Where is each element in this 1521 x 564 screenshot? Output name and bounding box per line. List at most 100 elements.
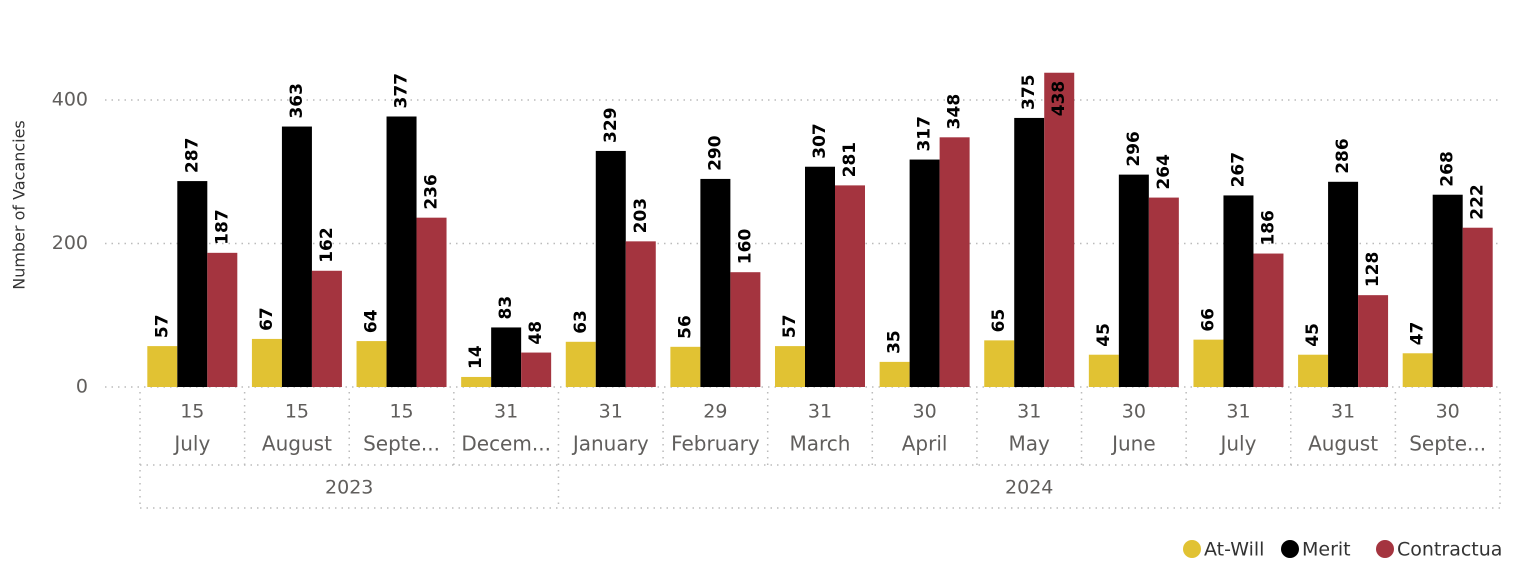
bar [670,346,701,387]
bar [1402,353,1433,387]
data-label: 286 [1333,138,1353,174]
bar [281,126,312,388]
bar [177,181,208,387]
legend-swatch [1281,540,1299,558]
x-tick-label: Septe... [1409,432,1486,456]
y-tick-label: 200 [52,232,88,254]
x-day-label: 31 [808,401,832,423]
bar [1253,253,1284,387]
data-label: 14 [466,345,486,369]
data-label: 57 [780,314,800,338]
x-year-label: 2024 [1005,477,1053,499]
x-tick-label: Septe... [363,432,440,456]
bar [1088,354,1119,387]
data-label: 160 [735,229,755,265]
data-label: 281 [840,142,860,178]
data-label: 35 [885,330,905,354]
legend-label: Contractua [1397,539,1502,561]
legend-label: Merit [1302,539,1351,561]
data-label: 290 [705,135,725,171]
bar [595,150,626,387]
bar [251,338,282,387]
data-label: 128 [1363,252,1383,288]
bar [1298,354,1329,387]
x-tick-label: July [1218,432,1256,456]
data-label: 222 [1468,184,1488,220]
x-day-label: 30 [1122,401,1146,423]
x-day-label: 31 [494,401,518,423]
x-tick-label: August [1308,432,1378,456]
data-label: 56 [675,315,695,339]
x-tick-label: June [1110,432,1156,456]
data-label: 348 [945,94,965,130]
data-label: 67 [257,307,277,331]
x-day-label: 31 [1017,401,1041,423]
bar [416,217,447,387]
bar [835,185,865,387]
bar [1358,295,1389,387]
x-day-label: 29 [703,401,727,423]
bar [147,346,178,387]
bar [879,361,910,387]
data-label: 438 [1049,81,1069,117]
data-label: 375 [1019,74,1039,110]
bar [700,178,731,387]
data-label: 329 [601,107,621,143]
data-label: 363 [287,83,307,119]
bar [1118,174,1149,387]
bar [625,241,656,387]
data-label: 296 [1124,131,1144,167]
data-label: 377 [392,73,412,109]
data-label: 287 [182,138,202,174]
bar [461,376,492,387]
bar [311,270,342,387]
data-label: 66 [1198,308,1218,332]
data-label: 186 [1258,210,1278,246]
legend-swatch [1376,540,1394,558]
bar [565,341,596,387]
x-day-label: 15 [180,401,204,423]
bar [1148,197,1179,387]
data-label: 317 [915,116,935,152]
data-label: 162 [317,227,337,263]
y-tick-label: 0 [76,376,88,398]
x-day-label: 30 [913,401,937,423]
bar [939,137,970,387]
data-label: 267 [1228,152,1248,188]
x-day-label: 31 [1331,401,1355,423]
data-label: 203 [631,198,651,234]
bar [386,116,417,387]
x-day-label: 30 [1436,401,1460,423]
data-label: 63 [571,310,591,334]
bar [775,346,805,387]
bar [909,159,940,387]
x-day-label: 31 [599,401,623,423]
bar [1462,227,1493,387]
bar [1044,72,1075,388]
x-day-label: 31 [1226,401,1250,423]
y-axis-title: Number of Vacancies [10,120,29,290]
bar [1328,181,1359,387]
bar [1223,195,1254,387]
bar [491,327,522,387]
data-label: 307 [810,123,830,159]
data-label: 45 [1094,323,1114,347]
data-label: 264 [1154,154,1174,190]
x-tick-label: May [1009,432,1051,456]
data-label: 236 [422,174,442,210]
bar [1014,117,1045,387]
legend-label: At-Will [1204,539,1264,561]
data-label: 187 [212,209,232,244]
data-label: 83 [496,296,516,320]
x-day-label: 15 [285,401,309,423]
bar [356,341,387,387]
data-label: 48 [526,321,546,345]
x-day-label: 15 [389,401,413,423]
x-tick-label: July [172,432,210,456]
bar [984,340,1015,387]
bar [1432,194,1463,387]
legend-swatch [1183,540,1201,558]
data-label: 268 [1438,151,1458,187]
bar [521,352,552,387]
